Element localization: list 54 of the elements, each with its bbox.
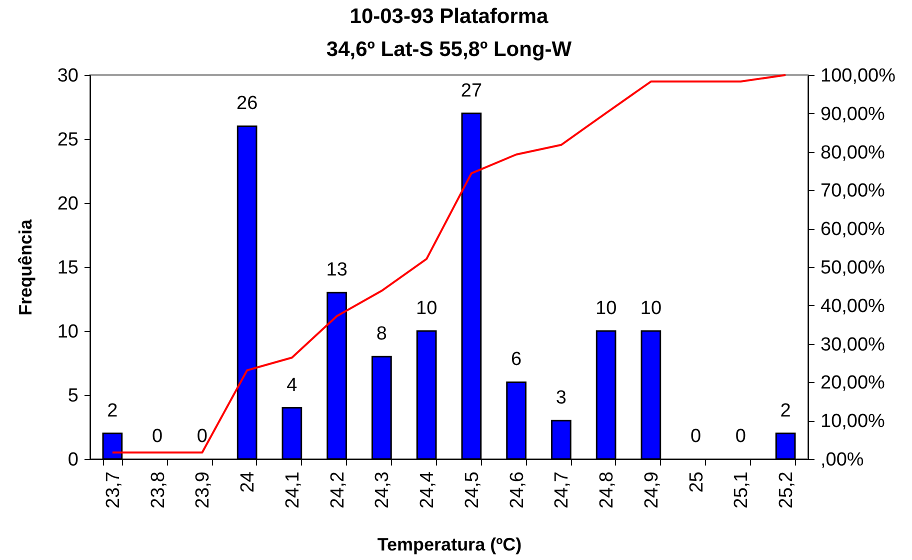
x-tick-label: 24,4	[417, 471, 438, 508]
y-tick-label: 20	[57, 194, 78, 214]
x-tick-label: 24	[238, 471, 259, 493]
x-tick-label: 25,1	[731, 472, 752, 508]
data-label: 2	[107, 400, 118, 422]
chart-title: 10-03-93 Plataforma	[350, 5, 549, 28]
x-axis-title: Temperatura (ºC)	[377, 534, 522, 554]
x-tick-label: 25	[686, 472, 708, 493]
x-tick-label: 25,2	[776, 472, 798, 508]
y2-tick-label: 70,00%	[820, 180, 886, 202]
y2-tick-label: 40,00%	[820, 296, 886, 317]
x-tick-label: 23,8	[148, 472, 169, 508]
data-label: 10	[640, 298, 662, 319]
y-tick-label: 15	[57, 258, 78, 278]
y2-tick-label: 100,00%	[820, 66, 896, 86]
x-tick-label: 23,9	[192, 472, 214, 508]
data-label: 13	[326, 260, 348, 281]
y2-tick-label: 20,00%	[820, 372, 886, 394]
x-tick-label: 24,7	[552, 472, 573, 508]
y-tick-label: 0	[68, 450, 78, 470]
y2-tick-label: 60,00%	[820, 219, 886, 240]
data-label: 4	[286, 374, 298, 396]
data-label: 0	[690, 426, 702, 447]
y-tick-label: 10	[57, 322, 78, 342]
data-label: 3	[556, 388, 566, 409]
data-label: 2	[780, 400, 791, 422]
data-label: 27	[460, 80, 482, 102]
data-label: 0	[196, 426, 208, 447]
x-tick-label: 24,6	[506, 472, 528, 508]
y2-tick-label: 10,00%	[820, 411, 886, 432]
data-label: 0	[735, 426, 746, 447]
x-tick-label: 24,2	[327, 472, 348, 508]
x-tick-label: 24,3	[372, 472, 394, 508]
y2-tick-label: 90,00%	[820, 104, 886, 125]
y-tick-label: 25	[57, 130, 78, 150]
y-tick-label: 5	[68, 386, 78, 406]
data-label: 6	[511, 349, 522, 370]
y-tick-label: 30	[57, 66, 78, 86]
y2-tick-label: 80,00%	[820, 142, 886, 164]
x-tick-label: 23,7	[102, 472, 124, 508]
data-label: 0	[152, 426, 163, 447]
data-label: 10	[416, 298, 438, 319]
x-tick-label: 24,5	[462, 472, 483, 508]
data-label: 10	[595, 298, 617, 319]
x-tick-label: 24,8	[596, 472, 618, 508]
x-tick-label: 24,1	[282, 472, 304, 508]
y2-tick-label: 50,00%	[820, 258, 886, 278]
y-axis-title: Frequência	[15, 218, 36, 316]
x-tick-label: 24,9	[641, 472, 662, 508]
y2-tick-label: ,00%	[820, 450, 864, 470]
y2-tick-label: 30,00%	[820, 334, 886, 356]
data-label: 26	[236, 93, 258, 114]
data-label: 8	[376, 324, 387, 345]
chart-subtitle: 34,6º Lat-S 55,8º Long-W	[326, 38, 572, 61]
